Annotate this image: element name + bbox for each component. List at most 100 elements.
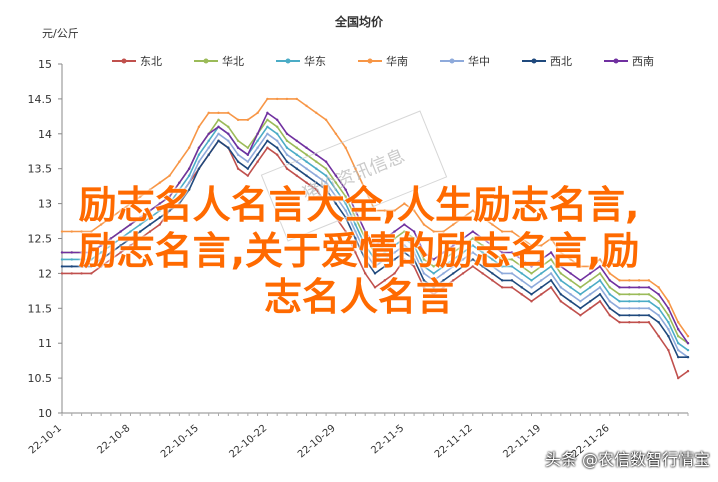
- data-point: [383, 265, 386, 268]
- data-point: [667, 328, 670, 331]
- data-point: [628, 293, 631, 296]
- data-point: [158, 209, 162, 212]
- data-point: [667, 307, 670, 310]
- data-point: [598, 258, 602, 261]
- data-point: [266, 146, 269, 149]
- data-point: [187, 146, 191, 149]
- y-axis-unit: 元/公斤: [42, 27, 79, 40]
- data-point: [677, 342, 680, 345]
- data-point: [354, 216, 357, 219]
- data-point: [540, 244, 543, 247]
- data-point: [481, 265, 484, 268]
- data-point: [334, 132, 338, 135]
- data-point: [217, 132, 220, 135]
- data-point: [227, 139, 230, 142]
- data-point: [422, 251, 426, 254]
- data-point: [99, 265, 103, 268]
- data-point: [588, 265, 592, 268]
- data-point: [324, 202, 328, 205]
- data-point: [637, 279, 641, 282]
- data-point: [334, 195, 338, 198]
- data-point: [686, 342, 690, 345]
- data-point: [393, 258, 396, 261]
- data-point: [432, 265, 435, 268]
- data-point: [412, 251, 416, 254]
- data-point: [628, 314, 631, 317]
- data-point: [618, 321, 621, 324]
- data-point: [461, 258, 465, 261]
- data-point: [540, 265, 543, 268]
- data-point: [178, 202, 181, 205]
- data-point: [403, 237, 406, 240]
- data-point: [129, 237, 132, 240]
- data-point: [569, 286, 572, 289]
- data-point: [530, 286, 533, 289]
- y-tick-label: 10.5: [28, 372, 53, 385]
- data-point: [530, 272, 533, 275]
- data-point: [579, 314, 582, 317]
- data-point: [256, 111, 259, 115]
- data-point: [393, 237, 396, 240]
- data-point: [491, 272, 494, 275]
- data-point: [588, 279, 592, 282]
- data-point: [285, 167, 289, 170]
- legend: 东北 华北 华东 华南 华中 西北 西南: [112, 54, 654, 68]
- data-point: [344, 195, 347, 198]
- data-point: [344, 216, 347, 219]
- data-point: [471, 244, 475, 247]
- data-point: [207, 111, 210, 115]
- data-point: [334, 181, 338, 184]
- data-point: [315, 181, 318, 184]
- data-point: [422, 223, 426, 226]
- data-point: [364, 237, 367, 240]
- legend-label: 西北: [550, 55, 572, 68]
- data-point: [422, 258, 426, 261]
- data-point: [530, 293, 533, 296]
- data-point: [119, 244, 122, 247]
- data-point: [530, 265, 533, 268]
- data-point: [608, 314, 611, 317]
- data-point: [677, 321, 680, 324]
- data-point: [275, 132, 279, 135]
- data-point: [364, 188, 367, 191]
- data-point: [637, 286, 641, 289]
- data-point: [412, 265, 416, 268]
- y-tick-label: 10: [38, 407, 52, 420]
- data-point: [530, 244, 533, 247]
- data-point: [393, 251, 396, 254]
- data-point: [471, 258, 475, 261]
- data-point: [236, 167, 240, 170]
- data-point: [275, 139, 279, 142]
- data-point: [579, 307, 582, 310]
- data-point: [686, 369, 690, 373]
- data-point: [520, 258, 523, 261]
- data-point: [520, 293, 523, 296]
- data-point: [305, 153, 308, 156]
- data-point: [227, 132, 230, 135]
- data-point: [236, 118, 240, 122]
- data-point: [285, 97, 289, 101]
- overlay-line-2: 励志名言,关于爱情的励志名言,励: [78, 229, 640, 273]
- data-point: [618, 300, 621, 303]
- legend-marker: [449, 58, 455, 64]
- data-point: [60, 265, 64, 268]
- data-point: [588, 293, 592, 296]
- data-point: [686, 355, 690, 359]
- data-point: [305, 174, 308, 177]
- data-point: [608, 293, 611, 296]
- data-point: [383, 244, 386, 247]
- data-point: [500, 265, 504, 268]
- data-point: [461, 251, 465, 254]
- data-point: [295, 139, 298, 142]
- data-point: [109, 216, 113, 219]
- data-point: [549, 279, 553, 282]
- data-point: [618, 293, 621, 296]
- data-point: [109, 244, 113, 247]
- data-point: [647, 293, 651, 296]
- data-point: [217, 118, 220, 122]
- data-point: [588, 307, 592, 310]
- data-point: [549, 265, 553, 268]
- data-point: [275, 118, 279, 122]
- data-point: [608, 307, 611, 310]
- data-point: [354, 223, 357, 226]
